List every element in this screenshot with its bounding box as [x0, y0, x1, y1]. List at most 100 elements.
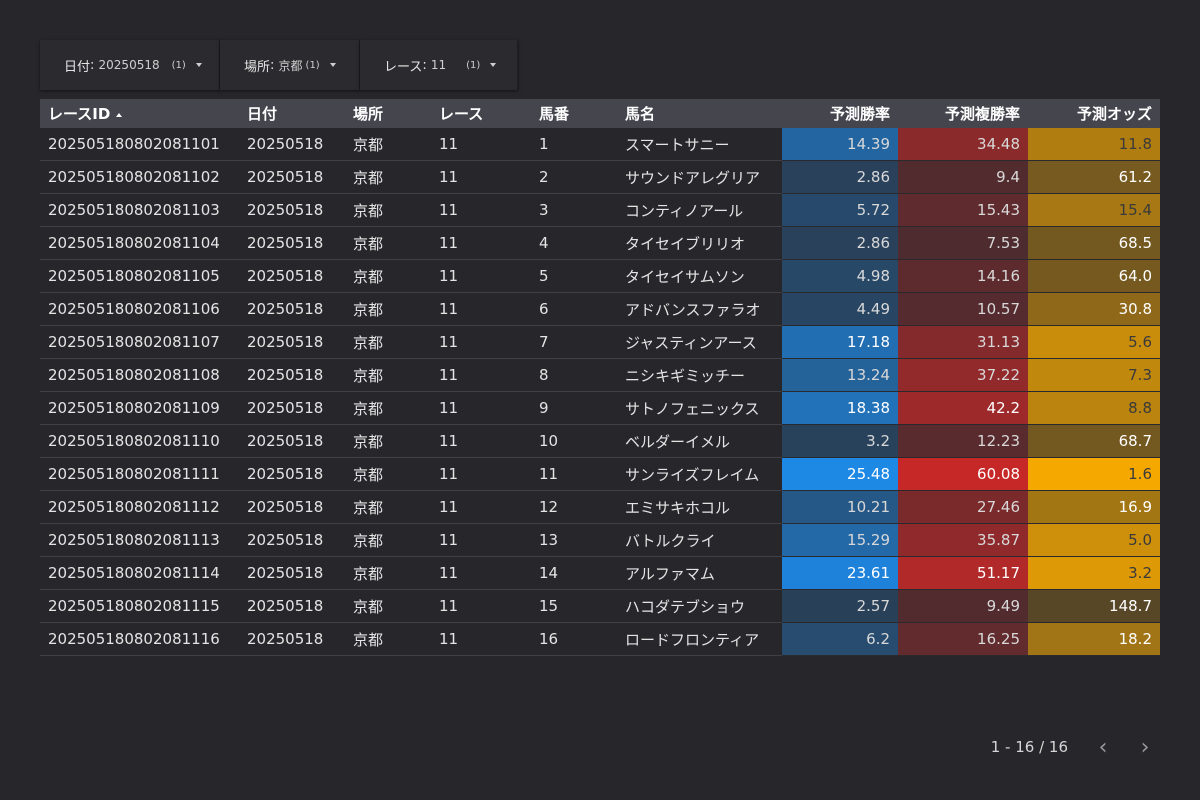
cell-date: 20250518 — [239, 490, 345, 524]
cell-odds: 64.0 — [1028, 259, 1160, 293]
cell-race-id: 202505180802081114 — [40, 556, 239, 590]
cell-horse-name: サンライズフレイム — [617, 457, 782, 491]
column-header-place-rate[interactable]: 予測複勝率 — [898, 99, 1028, 128]
race-prediction-table: レースID 日付 場所 レース 馬番 馬名 予測勝率 予測複勝率 予測オッズ 2… — [40, 99, 1160, 656]
cell-horse-number: 6 — [531, 292, 617, 326]
chevron-down-icon — [490, 63, 497, 67]
cell-venue: 京都 — [345, 226, 431, 260]
column-header-horse-number[interactable]: 馬番 — [531, 99, 617, 128]
cell-win-rate: 3.2 — [782, 424, 898, 458]
cell-race-id: 202505180802081106 — [40, 292, 239, 326]
filter-date-label: 日付 — [64, 59, 91, 75]
cell-horse-name: エミサキホコル — [617, 490, 782, 524]
cell-race-id: 202505180802081103 — [40, 193, 239, 227]
cell-date: 20250518 — [239, 556, 345, 590]
filter-race-value: 11 — [430, 58, 447, 72]
cell-horse-number: 15 — [531, 589, 617, 623]
cell-place-rate: 37.22 — [898, 358, 1028, 392]
cell-race-id: 202505180802081104 — [40, 226, 239, 260]
cell-date: 20250518 — [239, 160, 345, 194]
cell-win-rate: 2.57 — [782, 589, 898, 623]
cell-race: 11 — [431, 556, 531, 590]
cell-horse-name: サウンドアレグリア — [617, 160, 782, 194]
filter-race[interactable]: レース: 11 (1) — [360, 40, 518, 90]
cell-date: 20250518 — [239, 358, 345, 392]
cell-venue: 京都 — [345, 622, 431, 656]
cell-venue: 京都 — [345, 325, 431, 359]
column-header-race-id[interactable]: レースID — [40, 99, 239, 128]
cell-place-rate: 51.17 — [898, 556, 1028, 590]
sort-ascending-icon — [116, 112, 123, 117]
table-row: 202505180802081105 20250518 京都 11 5 タイセイサムソン 4… — [40, 259, 1160, 293]
cell-win-rate: 2.86 — [782, 226, 898, 260]
cell-race: 11 — [431, 226, 531, 260]
cell-date: 20250518 — [239, 259, 345, 293]
cell-horse-name: バトルクライ — [617, 523, 782, 557]
filter-date-count: (1) — [171, 59, 186, 71]
cell-odds: 61.2 — [1028, 160, 1160, 194]
cell-win-rate: 13.24 — [782, 358, 898, 392]
table-row: 202505180802081110 20250518 京都 11 10 ベルダーイメル 3… — [40, 424, 1160, 458]
cell-date: 20250518 — [239, 424, 345, 458]
filter-date[interactable]: 日付: 20250518 (1) — [40, 40, 220, 90]
cell-odds: 7.3 — [1028, 358, 1160, 392]
cell-horse-number: 9 — [531, 391, 617, 425]
table-row: 202505180802081113 20250518 京都 11 13 バトルクライ 15… — [40, 523, 1160, 557]
table-row: 202505180802081109 20250518 京都 11 9 サトノフェニックス… — [40, 391, 1160, 425]
cell-win-rate: 25.48 — [782, 457, 898, 491]
cell-horse-name: スマートサニー — [617, 128, 782, 161]
cell-race: 11 — [431, 589, 531, 623]
cell-place-rate: 35.87 — [898, 523, 1028, 557]
cell-win-rate: 14.39 — [782, 128, 898, 161]
cell-venue: 京都 — [345, 292, 431, 326]
table-row: 202505180802081104 20250518 京都 11 4 タイセイブリリオ 2… — [40, 226, 1160, 260]
chevron-left-icon[interactable]: ‹ — [1098, 734, 1108, 760]
table-row: 202505180802081115 20250518 京都 11 15 ハコダテブショウ… — [40, 589, 1160, 623]
table-row: 202505180802081106 20250518 京都 11 6 アドバンスファラオ… — [40, 292, 1160, 326]
table-row: 202505180802081116 20250518 京都 11 16 ロードフロンティ… — [40, 622, 1160, 656]
cell-race-id: 202505180802081115 — [40, 589, 239, 623]
filter-venue-value: 京都 — [278, 58, 303, 73]
cell-horse-number: 2 — [531, 160, 617, 194]
cell-place-rate: 9.49 — [898, 589, 1028, 623]
column-header-horse-name[interactable]: 馬名 — [617, 99, 782, 128]
cell-date: 20250518 — [239, 457, 345, 491]
cell-place-rate: 9.4 — [898, 160, 1028, 194]
cell-horse-number: 7 — [531, 325, 617, 359]
column-header-race[interactable]: レース — [431, 99, 531, 128]
cell-win-rate: 10.21 — [782, 490, 898, 524]
cell-odds: 1.6 — [1028, 457, 1160, 491]
filter-venue[interactable]: 場所: 京都 (1) — [220, 40, 360, 90]
cell-race-id: 202505180802081102 — [40, 160, 239, 194]
cell-horse-name: ニシキギミッチー — [617, 358, 782, 392]
table-row: 202505180802081107 20250518 京都 11 7 ジャスティンアース… — [40, 325, 1160, 359]
cell-race-id: 202505180802081113 — [40, 523, 239, 557]
cell-horse-name: サトノフェニックス — [617, 391, 782, 425]
table-header-row: レースID 日付 場所 レース 馬番 馬名 予測勝率 予測複勝率 予測オッズ — [40, 99, 1160, 128]
cell-win-rate: 15.29 — [782, 523, 898, 557]
cell-date: 20250518 — [239, 622, 345, 656]
cell-horse-number: 13 — [531, 523, 617, 557]
cell-race-id: 202505180802081111 — [40, 457, 239, 491]
cell-odds: 3.2 — [1028, 556, 1160, 590]
cell-win-rate: 2.86 — [782, 160, 898, 194]
column-header-win-rate[interactable]: 予測勝率 — [782, 99, 898, 128]
cell-venue: 京都 — [345, 128, 431, 161]
cell-venue: 京都 — [345, 358, 431, 392]
cell-odds: 5.0 — [1028, 523, 1160, 557]
cell-race: 11 — [431, 160, 531, 194]
column-header-venue[interactable]: 場所 — [345, 99, 431, 128]
cell-venue: 京都 — [345, 556, 431, 590]
column-header-date[interactable]: 日付 — [239, 99, 345, 128]
cell-race: 11 — [431, 490, 531, 524]
cell-date: 20250518 — [239, 391, 345, 425]
cell-horse-name: タイセイブリリオ — [617, 226, 782, 260]
filter-venue-label: 場所 — [244, 59, 271, 75]
cell-date: 20250518 — [239, 523, 345, 557]
cell-race: 11 — [431, 391, 531, 425]
cell-place-rate: 14.16 — [898, 259, 1028, 293]
chevron-right-icon[interactable]: › — [1140, 734, 1150, 760]
column-header-odds[interactable]: 予測オッズ — [1028, 99, 1160, 128]
cell-horse-number: 16 — [531, 622, 617, 656]
cell-venue: 京都 — [345, 490, 431, 524]
